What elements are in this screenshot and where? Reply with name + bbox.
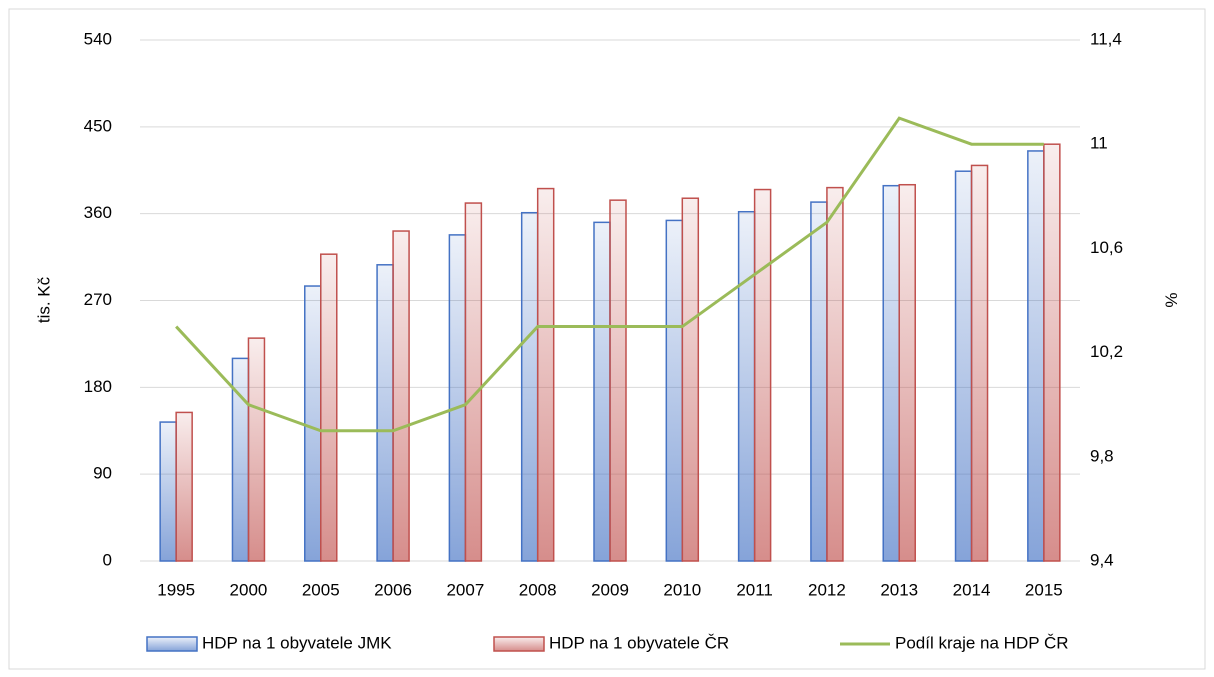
- bar: [464, 202, 483, 562]
- x-tick-label: 2011: [736, 580, 773, 599]
- x-tick-label: 2010: [663, 580, 701, 599]
- bar: [175, 411, 193, 562]
- y-tick-label: 360: [84, 203, 112, 222]
- y2-tick-label: 11,4: [1090, 29, 1122, 48]
- bar: [376, 264, 394, 562]
- chart-border: [8, 8, 1206, 670]
- x-tick-label: 2015: [1025, 580, 1063, 599]
- y2-axis-title: %: [1162, 292, 1181, 307]
- bar: [753, 188, 772, 562]
- x-tick-label: 2013: [880, 580, 918, 599]
- x-tick-label: 2006: [374, 580, 412, 599]
- bar: [520, 211, 539, 562]
- bar: [826, 186, 844, 562]
- y-axis-title: tis. Kč: [34, 276, 53, 323]
- bar: [954, 170, 973, 562]
- y-tick-label: 450: [84, 116, 112, 135]
- y-tick-label: 0: [103, 550, 112, 569]
- line: [175, 116, 1044, 433]
- bar: [304, 285, 322, 562]
- y-tick-label: 270: [84, 290, 112, 309]
- y2-tick-label: 9,4: [1090, 550, 1114, 569]
- y2-tick-label: 11: [1090, 134, 1108, 153]
- bar: [247, 337, 266, 562]
- legend-swatch: [146, 636, 198, 652]
- y-tick-label: 90: [93, 464, 112, 483]
- x-tick-label: 2005: [302, 580, 340, 599]
- legend-label: HDP na 1 obyvatele JMK: [202, 633, 392, 652]
- x-tick-label: 2014: [953, 580, 991, 599]
- bar: [1043, 143, 1061, 562]
- x-tick-label: 2009: [591, 580, 629, 599]
- bar: [536, 187, 555, 562]
- bar: [882, 184, 900, 562]
- bar: [1027, 150, 1045, 562]
- bar: [609, 199, 627, 562]
- bar: [448, 234, 467, 562]
- legend-label: Podíl kraje na HDP ČR: [895, 633, 1069, 652]
- bar: [320, 253, 338, 562]
- y2-tick-label: 10,2: [1090, 342, 1123, 361]
- x-tick-label: 2007: [446, 580, 484, 599]
- x-tick-label: 2012: [808, 580, 846, 599]
- x-tick-label: 2000: [230, 580, 268, 599]
- y-tick-label: 540: [84, 29, 112, 48]
- bar: [665, 219, 684, 562]
- bar: [810, 201, 828, 562]
- y2-tick-label: 9,8: [1090, 446, 1114, 465]
- bar: [392, 230, 410, 562]
- legend-label: HDP na 1 obyvatele ČR: [549, 633, 729, 652]
- bar: [898, 183, 916, 562]
- bar: [970, 164, 989, 562]
- bar: [681, 197, 700, 562]
- y-tick-label: 180: [84, 377, 112, 396]
- y2-tick-label: 10,6: [1090, 238, 1123, 257]
- bar: [593, 221, 611, 562]
- bar: [737, 210, 756, 562]
- legend-swatch: [493, 636, 545, 652]
- x-tick-label: 1995: [157, 580, 195, 599]
- bar: [159, 421, 177, 562]
- x-tick-label: 2008: [519, 580, 557, 599]
